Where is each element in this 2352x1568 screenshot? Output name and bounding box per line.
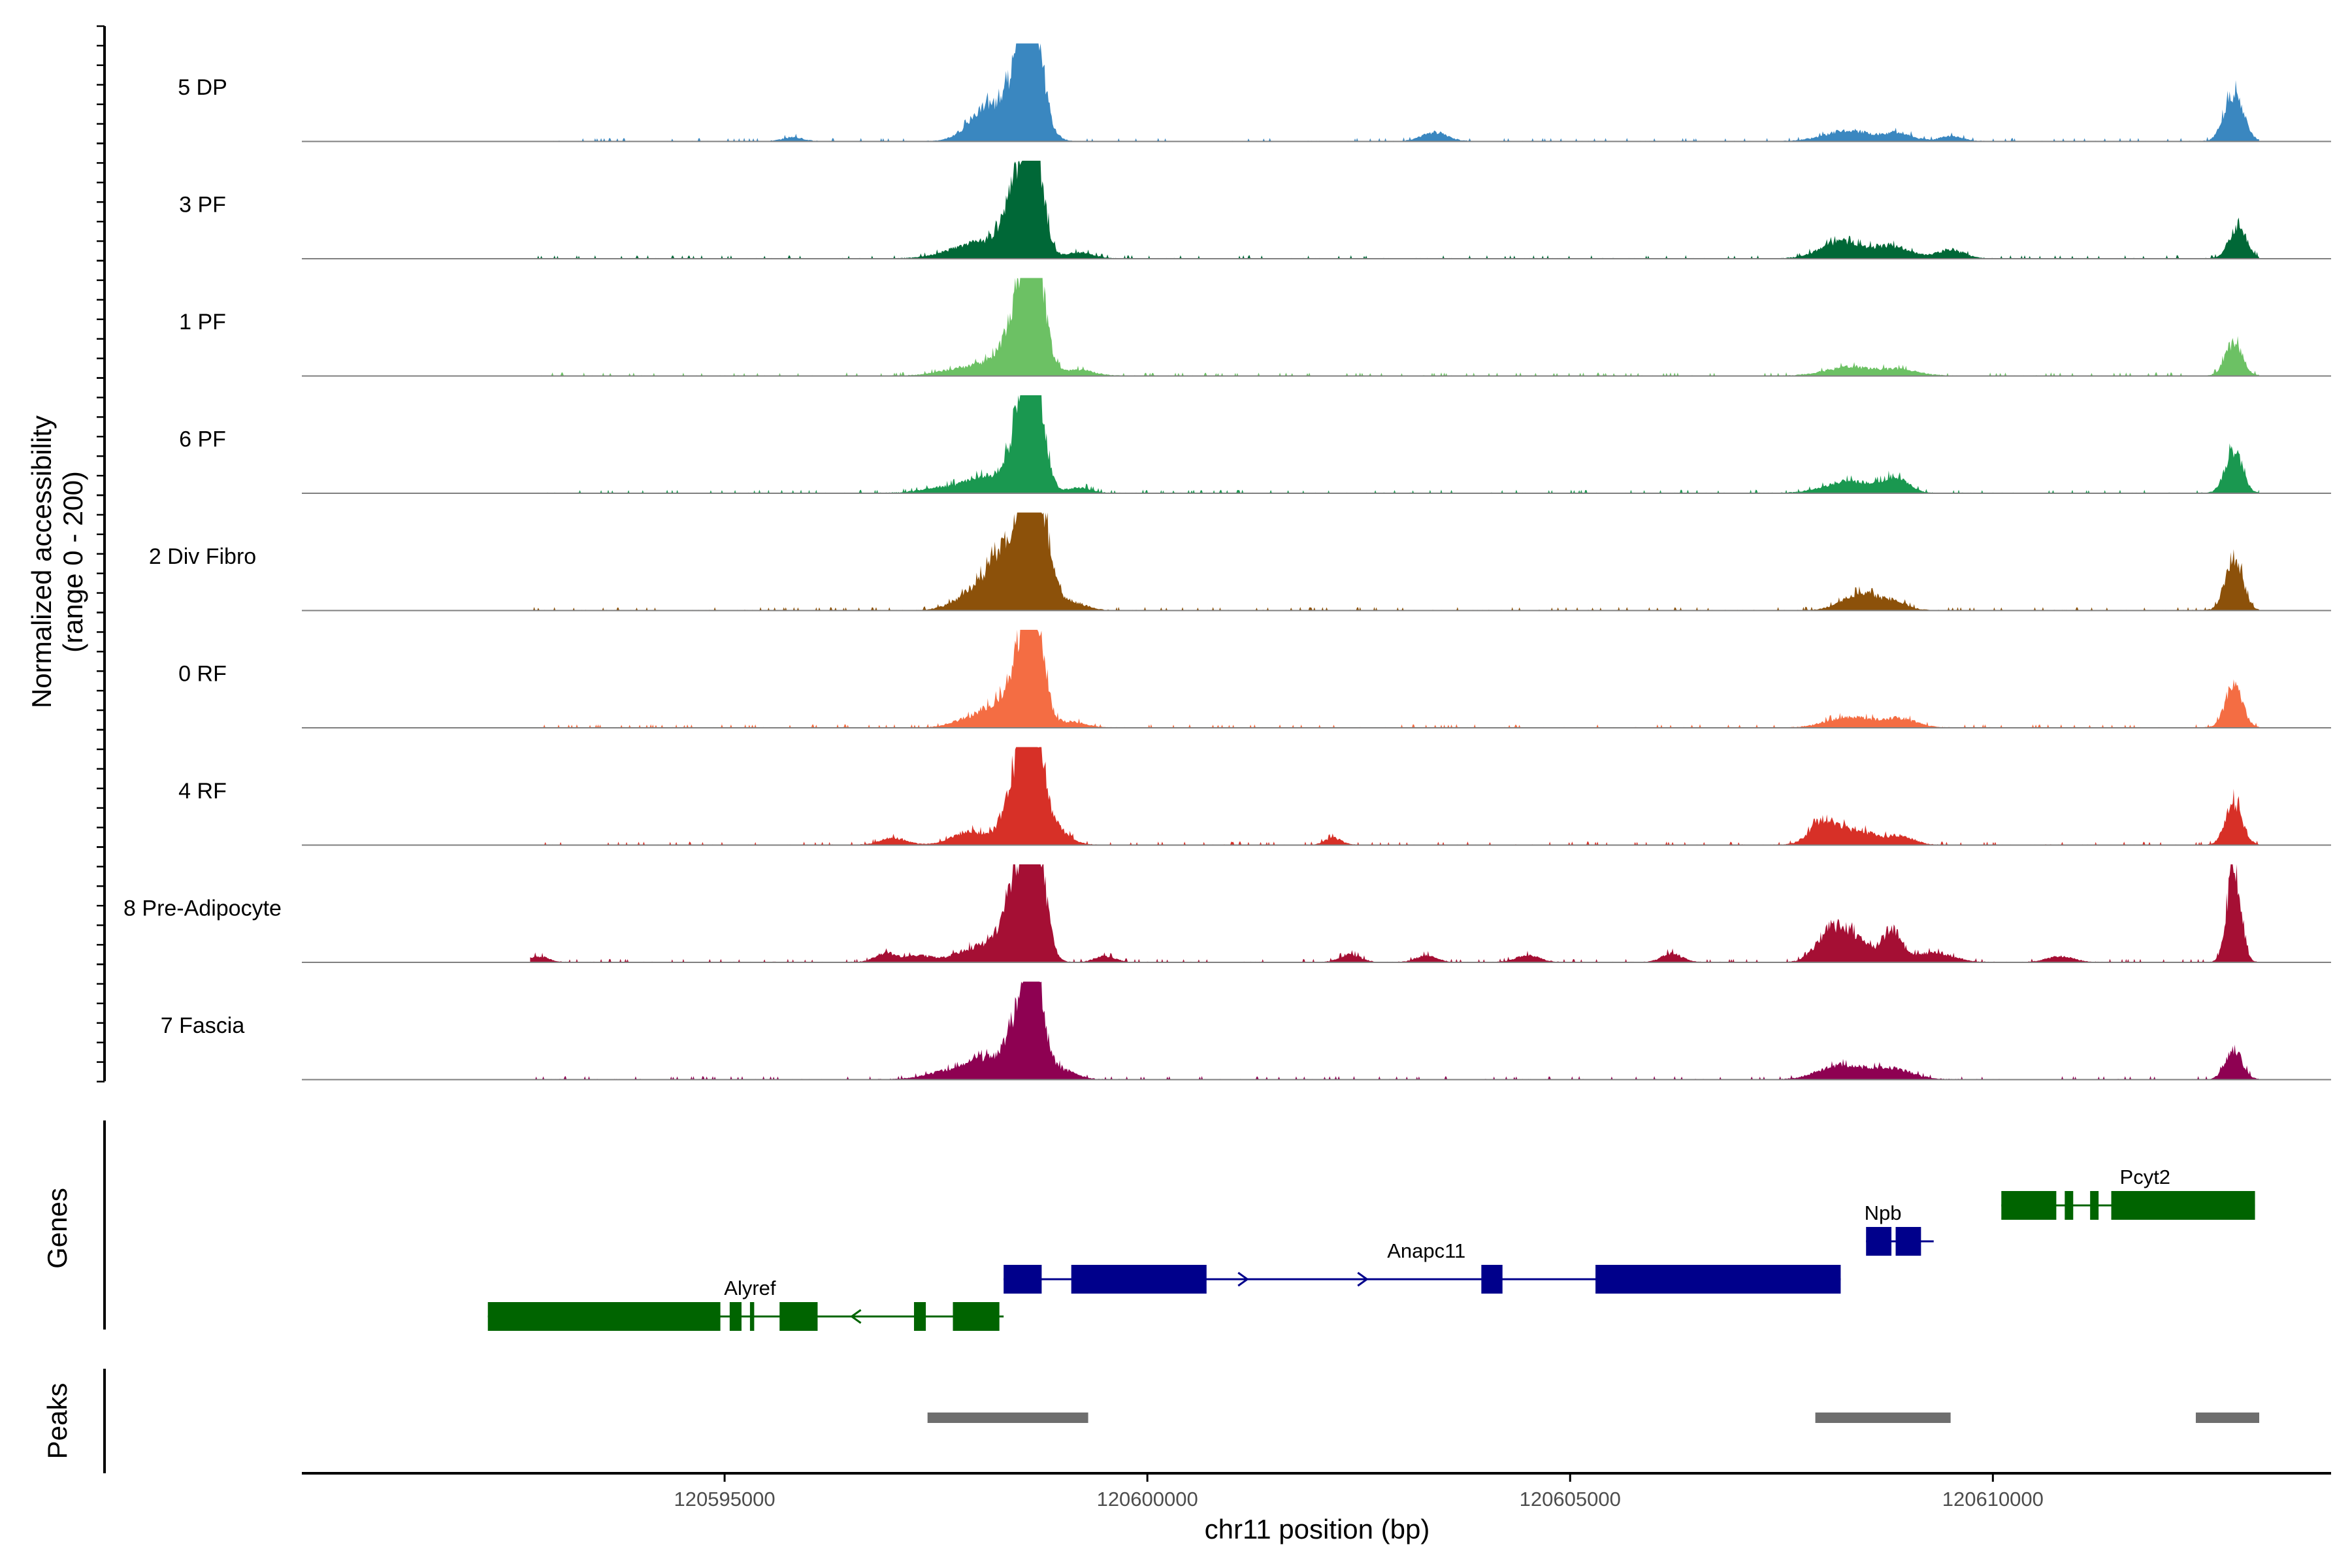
gene-exon bbox=[953, 1302, 1000, 1331]
x-tick-label: 120600000 bbox=[1097, 1488, 1198, 1511]
genes-panel-title: Genes bbox=[42, 1188, 73, 1269]
track-label: 5 DP bbox=[178, 75, 227, 100]
gene-exon bbox=[487, 1302, 721, 1331]
track-label: 8 Pre-Adipocyte bbox=[123, 896, 282, 921]
gene-exon bbox=[1895, 1227, 1921, 1256]
peaks-track bbox=[103, 1369, 2259, 1473]
gene-label: Anapc11 bbox=[1387, 1239, 1465, 1262]
gene-exon bbox=[2111, 1191, 2255, 1220]
track-3-pf: 3 PF bbox=[179, 161, 2331, 259]
gene-exon bbox=[2090, 1191, 2099, 1220]
x-tick-label: 120610000 bbox=[1942, 1488, 2044, 1511]
track-label: 6 PF bbox=[179, 427, 226, 452]
gene-alyref: Alyref bbox=[487, 1277, 1004, 1331]
x-tick-label: 120595000 bbox=[674, 1488, 775, 1511]
coverage-area bbox=[530, 630, 2259, 728]
coverage-tracks: 5 DP 3 PF 1 PF 6 PF 2 Div Fibro 0 RF 4 RF 8 Pre… bbox=[97, 25, 2331, 1083]
gene-exon bbox=[2065, 1191, 2074, 1220]
peak-region bbox=[927, 1413, 1088, 1423]
gene-anapc11: Anapc11 bbox=[1004, 1239, 1841, 1294]
genes-track: Alyref Anapc11 Npb Pcyt2 bbox=[103, 1120, 2255, 1331]
gene-exon bbox=[729, 1302, 742, 1331]
gene-exon bbox=[1595, 1265, 1841, 1294]
coverage-area bbox=[530, 864, 2259, 962]
coverage-area bbox=[530, 43, 2259, 142]
strand-arrow bbox=[1237, 1271, 1249, 1287]
track-label: 7 Fascia bbox=[161, 1013, 245, 1038]
gene-exon bbox=[2001, 1191, 2057, 1220]
gene-exon bbox=[913, 1302, 926, 1331]
coverage-area bbox=[530, 512, 2259, 611]
y-axis-title-line2: (range 0 - 200) bbox=[57, 471, 88, 653]
track-2-div-fibro: 2 Div Fibro bbox=[149, 512, 2331, 612]
gene-exon bbox=[1071, 1265, 1207, 1294]
strand-arrow bbox=[850, 1309, 862, 1324]
track-8-pre-adipocyte: 8 Pre-Adipocyte bbox=[123, 864, 2331, 963]
gene-label: Alyref bbox=[724, 1277, 776, 1299]
track-0-rf: 0 RF bbox=[178, 630, 2331, 728]
track-label: 3 PF bbox=[179, 193, 226, 218]
track-label: 0 RF bbox=[178, 662, 227, 687]
coverage-area bbox=[530, 747, 2259, 845]
track-4-rf: 4 RF bbox=[178, 747, 2331, 846]
track-6-pf: 6 PF bbox=[179, 395, 2331, 494]
track-label: 1 PF bbox=[179, 310, 226, 335]
coverage-area bbox=[530, 395, 2259, 493]
gene-exon bbox=[779, 1302, 818, 1331]
x-tick-label: 120605000 bbox=[1520, 1488, 1621, 1511]
strand-arrow bbox=[1357, 1271, 1369, 1287]
gene-exon bbox=[1481, 1265, 1503, 1294]
gene-npb: Npb bbox=[1865, 1201, 1934, 1256]
coverage-area bbox=[530, 161, 2259, 259]
track-1-pf: 1 PF bbox=[179, 278, 2331, 377]
peaks-panel-title: Peaks bbox=[42, 1383, 73, 1460]
y-axis-title-line1: Normalized accessibility bbox=[26, 416, 57, 708]
gene-pcyt2: Pcyt2 bbox=[2001, 1166, 2255, 1220]
gene-exon bbox=[1004, 1265, 1042, 1294]
gene-label: Pcyt2 bbox=[2120, 1166, 2171, 1188]
track-5-dp: 5 DP bbox=[178, 43, 2331, 142]
gene-label: Npb bbox=[1865, 1201, 1902, 1224]
peak-region bbox=[2195, 1413, 2259, 1423]
track-label: 4 RF bbox=[178, 779, 227, 804]
x-axis: 120595000 120600000 120605000 120610000 bbox=[302, 1472, 2331, 1511]
gene-exon bbox=[749, 1302, 755, 1331]
peak-region bbox=[1815, 1413, 1951, 1423]
coverage-area bbox=[530, 981, 2259, 1080]
track-7-fascia: 7 Fascia bbox=[161, 981, 2331, 1081]
gene-exon bbox=[1866, 1227, 1892, 1256]
coverage-area bbox=[530, 278, 2259, 376]
track-label: 2 Div Fibro bbox=[149, 544, 256, 569]
x-axis-title: chr11 position (bp) bbox=[1205, 1514, 1430, 1544]
